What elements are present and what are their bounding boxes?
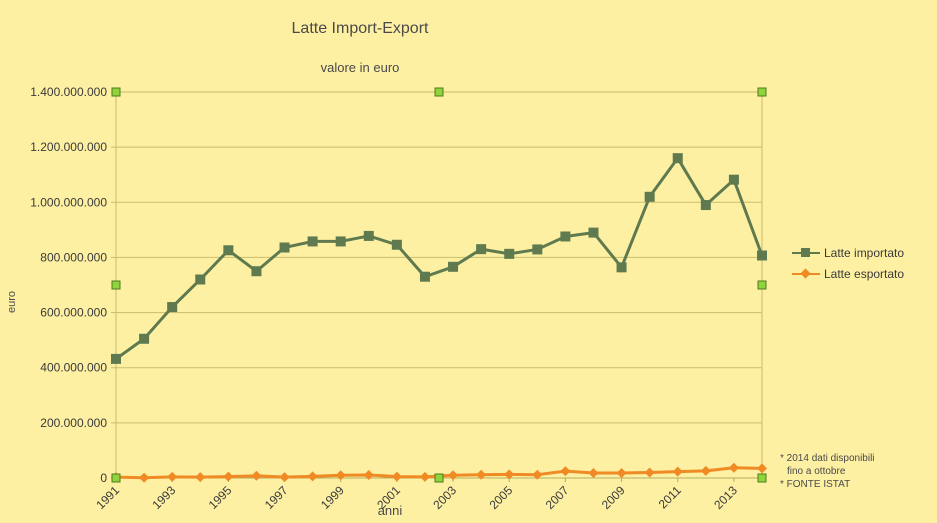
data-point-marker [532,469,543,480]
data-point-marker [167,471,178,482]
selection-handle [757,473,767,483]
data-point-marker [223,471,234,482]
y-tick-label: 1.400.000.000 [30,85,107,99]
selection-handle [434,473,444,483]
x-tick-label: 2007 [543,483,572,512]
data-point-marker [363,469,374,480]
chart-title: Latte Import-Export [291,20,429,37]
data-point-marker [560,466,571,477]
legend-label-importato: Latte importato [824,245,905,260]
note-line: * FONTE ISTAT [780,479,851,490]
data-point-marker [251,470,262,481]
note-line: * 2014 dati disponibili [780,453,875,464]
data-point-marker [223,245,234,256]
data-point-marker [279,472,290,483]
data-point-marker [757,463,767,474]
note-line: fino a ottobre [787,466,846,477]
data-point-marker [644,191,655,202]
y-tick-label: 1.000.000.000 [30,195,107,209]
x-tick-label: 1995 [206,483,235,512]
chart-subtitle: valore in euro [320,60,400,75]
data-point-marker [672,153,683,164]
data-point-marker [504,248,515,259]
data-point-marker [111,353,121,364]
x-tick-label: 2011 [656,483,684,511]
data-point-marker [588,227,599,238]
series-line-1 [115,156,764,361]
data-point-marker [419,271,430,282]
data-point-marker [616,468,627,479]
x-tick-label: 1993 [150,483,179,512]
data-point-marker [616,262,627,273]
x-tick-label: 1999 [318,483,347,512]
x-tick-label: 2001 [374,483,403,512]
x-tick-label: 2005 [487,483,516,512]
x-axis-label: anni [377,503,403,518]
data-point-marker [139,333,150,344]
data-point-marker [419,471,430,482]
x-tick-label: 2009 [599,483,628,512]
selection-handle [757,280,767,290]
data-point-marker [363,230,374,241]
y-tick-label: 400.000.000 [40,361,107,375]
selection-handle [757,87,767,97]
x-tick-label: 2003 [430,483,459,512]
data-point-marker [476,469,487,480]
x-tick-label: 2013 [711,483,740,512]
y-tick-label: 0 [100,471,107,485]
selection-handle [111,87,121,97]
data-point-marker [195,274,206,285]
data-point-marker [391,239,402,250]
data-point-marker [728,174,739,185]
data-point-marker [335,470,346,481]
selection-handle [111,473,121,483]
data-point-marker [728,462,739,473]
data-point-marker [307,471,318,482]
x-tick-label: 1991 [93,483,122,512]
chart-notes: * 2014 dati disponibili fino a ottobre *… [780,452,875,491]
data-point-marker [644,467,655,478]
data-point-marker [307,236,318,247]
legend-swatch-importato [792,247,820,258]
data-point-marker [391,471,402,482]
data-point-marker [448,261,459,272]
chart-legend: Latte importato Latte esportato [792,242,904,284]
data-point-marker [476,244,487,255]
data-point-marker [672,466,683,477]
data-point-marker [588,468,599,479]
data-point-marker [195,472,206,483]
selection-handle [111,280,121,290]
data-point-marker [504,469,515,480]
data-point-marker [757,250,767,261]
legend-swatch-esportato [792,267,820,279]
data-point-marker [279,242,290,253]
data-point-marker [560,231,571,242]
data-point-marker [139,472,150,483]
data-point-marker [167,302,178,313]
x-tick-label: 1997 [262,483,291,512]
selection-handle [434,87,444,97]
data-point-marker [335,236,346,247]
y-tick-label: 600.000.000 [40,306,107,320]
legend-label-esportato: Latte esportato [824,266,905,281]
data-point-marker [700,465,711,476]
data-point-marker [532,244,543,255]
y-tick-label: 200.000.000 [40,416,107,430]
legend-item-importato: Latte importato [792,242,904,263]
data-point-marker [700,200,711,211]
y-tick-label: 800.000.000 [40,250,107,264]
data-point-marker [448,470,459,481]
y-tick-label: 1.200.000.000 [30,140,107,154]
legend-item-esportato: Latte esportato [792,263,904,284]
data-point-marker [251,266,262,277]
